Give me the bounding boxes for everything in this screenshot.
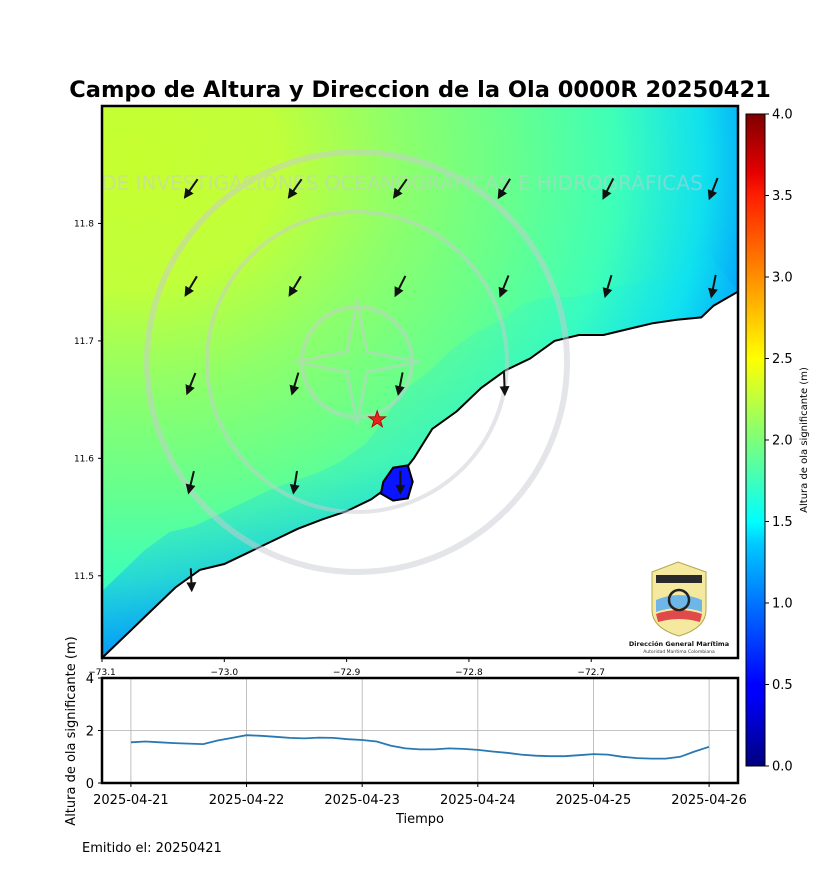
x-tick-label: −72.9: [333, 668, 361, 678]
colorbar-scale: [745, 113, 766, 767]
colorbar-tick-label: 0.5: [772, 678, 793, 693]
y-tick-label: 4: [86, 672, 94, 687]
map-y-axis: 11.5 11.6 11.7 11.8: [74, 219, 102, 582]
map-frame: [100, 104, 740, 660]
wave-arrow-10: [498, 275, 510, 298]
colorbar-tick-label: 1.5: [772, 515, 793, 530]
wave-height-map: CENTRO DE INVESTIGACIONES OCEANOGRÁFICAS…: [11, 104, 740, 678]
y-tick-label: 11.7: [74, 337, 94, 347]
x-tick-label: 2025-04-21: [93, 793, 169, 808]
wave-arrow-1: [183, 178, 199, 199]
wave-arrow-8: [288, 275, 302, 297]
y-tick-label: 11.6: [74, 454, 94, 464]
wave-direction-arrows: [183, 177, 719, 593]
x-tick-label: −72.8: [455, 668, 483, 678]
colorbar-tick-label: 2.5: [772, 352, 793, 367]
nearshore-shading: [102, 253, 738, 658]
y-tick-label: 0: [86, 777, 94, 792]
wave-arrow-6: [707, 177, 719, 201]
wave-arrow-15: [394, 372, 405, 396]
wave-arrow-2: [287, 178, 303, 199]
wave-arrow-11: [602, 274, 613, 299]
colorbar-tick-label: 0.0: [772, 760, 793, 775]
wave-height-timeseries: 2025-04-21 2025-04-22 2025-04-23 2025-04-24…: [64, 636, 747, 827]
series-line: [130, 734, 710, 760]
timeseries-x-axis: 2025-04-21 2025-04-22 2025-04-23 2025-04-24…: [93, 783, 747, 808]
wave-arrow-14: [289, 372, 300, 396]
svg-text:Dirección General Marítima: Dirección General Marítima: [629, 640, 729, 648]
x-tick-label: 2025-04-22: [209, 793, 285, 808]
colorbar-label: Altura de ola significante (m): [799, 367, 810, 513]
colorbar-tick-label: 1.0: [772, 597, 793, 612]
y-axis-label: Altura de ola significante (m): [64, 636, 79, 825]
wave-arrow-12: [708, 274, 718, 299]
colorbar-tick-label: 3.0: [772, 271, 793, 286]
x-tick-label: −72.7: [577, 668, 605, 678]
colorbar: 0.0 0.5 1.0 1.5 2.0 2.5 3.0 3.5 4.0 Altura de ol…: [745, 108, 810, 775]
y-tick-label: 2: [86, 725, 94, 740]
wave-arrow-9: [394, 275, 407, 298]
coastline: [102, 290, 738, 658]
x-tick-label: 2025-04-23: [324, 793, 400, 808]
colorbar-tick-label: 3.5: [772, 189, 793, 204]
issued-date: Emitido el: 20250421: [82, 841, 222, 856]
wave-arrow-20: [186, 568, 197, 593]
svg-text:Autoridad Marítima Colombiana: Autoridad Marítima Colombiana: [643, 648, 715, 655]
wave-arrow-17: [185, 470, 196, 495]
dimar-logo: Dirección General Marítima Autoridad Mar…: [629, 561, 729, 655]
wave-arrow-16: [499, 372, 510, 397]
wave-arrow-4: [497, 178, 511, 200]
svg-text:CENTRO DE INVESTIGACIONES OCEA: CENTRO DE INVESTIGACIONES OCEANOGRÁFICAS…: [11, 171, 702, 195]
land-area: [102, 291, 738, 658]
colorbar-tick-label: 4.0: [772, 108, 793, 123]
wave-arrow-3: [392, 178, 408, 199]
wave-arrow-5: [602, 177, 615, 200]
x-tick-label: 2025-04-25: [556, 793, 632, 808]
chart-title: Campo de Altura y Direccion de la Ola 00…: [69, 77, 771, 103]
wave-arrow-18: [289, 470, 300, 495]
x-tick-label: 2025-04-24: [440, 793, 516, 808]
x-tick-label: −73.0: [211, 668, 239, 678]
y-tick-label: 11.5: [74, 572, 94, 582]
x-tick-label: −73.1: [88, 668, 116, 678]
station-marker: [367, 409, 387, 428]
map-x-axis: −73.1 −73.0 −72.9 −72.8 −72.7: [88, 658, 605, 678]
x-tick-label: 2025-04-26: [671, 793, 747, 808]
wave-arrow-13: [185, 372, 197, 396]
wave-arrow-7: [184, 275, 198, 297]
x-axis-label: Tiempo: [395, 812, 444, 827]
y-tick-label: 11.8: [74, 219, 94, 229]
timeseries-y-axis: 0 2 4: [86, 672, 102, 792]
colorbar-tick-label: 2.0: [772, 434, 793, 449]
